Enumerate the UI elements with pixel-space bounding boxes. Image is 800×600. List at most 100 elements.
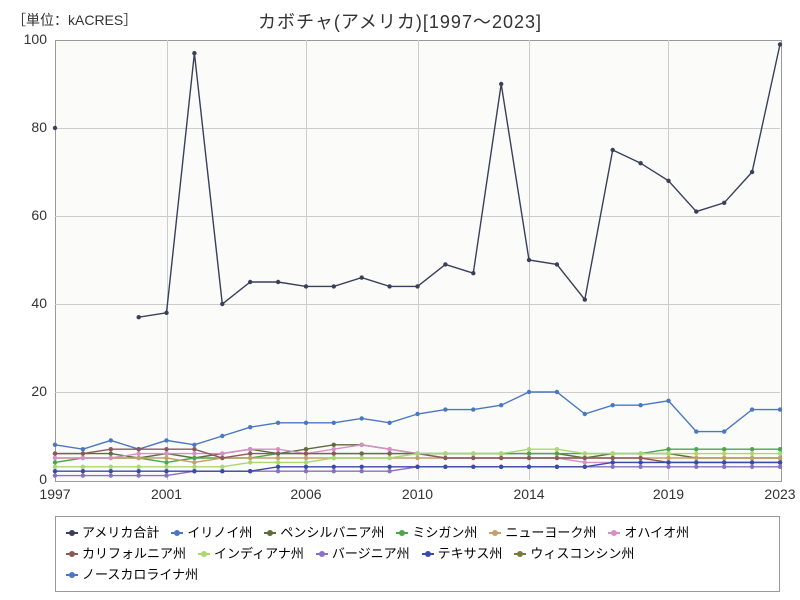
series-marker [192,451,196,455]
series-marker [611,465,615,469]
series-marker [332,456,336,460]
series-marker [611,403,615,407]
series-marker [722,456,726,460]
series-marker [750,451,754,455]
series-marker [722,429,726,433]
series-marker [81,473,85,477]
series-marker [53,456,57,460]
series-marker [499,82,503,86]
series-marker [750,465,754,469]
series-marker [360,275,364,279]
series-marker [53,460,57,464]
series-marker [527,447,531,451]
series-marker [499,465,503,469]
series-marker [248,425,252,429]
series-marker [332,465,336,469]
series-marker [164,447,168,451]
series-marker [638,161,642,165]
series-marker [248,280,252,284]
series-line [55,392,780,449]
series-marker [527,456,531,460]
series-marker [164,469,168,473]
series-marker [415,465,419,469]
series-marker [276,451,280,455]
series-marker [81,456,85,460]
series-marker [583,465,587,469]
series-marker [304,284,308,288]
series-marker [248,456,252,460]
series-marker [248,447,252,451]
series-marker [778,460,782,464]
series-marker [276,469,280,473]
series-marker [778,456,782,460]
series-marker [248,460,252,464]
series-marker [638,456,642,460]
series-marker [722,460,726,464]
series-marker [304,421,308,425]
series-marker [81,451,85,455]
series-marker [220,451,224,455]
series-marker [304,456,308,460]
series-marker [611,456,615,460]
series-marker [81,469,85,473]
series-marker [778,465,782,469]
series-marker [611,148,615,152]
series-marker [694,456,698,460]
series-marker [360,456,364,460]
series-marker [360,443,364,447]
series-marker [443,465,447,469]
series-marker [276,465,280,469]
series-marker [276,421,280,425]
series-marker [555,390,559,394]
series-marker [276,280,280,284]
series-marker [220,434,224,438]
series-marker [722,451,726,455]
series-marker [387,447,391,451]
series-marker [499,403,503,407]
series-marker [332,421,336,425]
series-marker [164,456,168,460]
series-marker [109,456,113,460]
series-marker [164,451,168,455]
series-marker [53,469,57,473]
series-marker [666,447,670,451]
series-marker [137,469,141,473]
series-marker [694,209,698,213]
series-marker [192,460,196,464]
series-marker [666,465,670,469]
series-marker [109,469,113,473]
series-marker [694,447,698,451]
series-marker [164,473,168,477]
series-marker [192,465,196,469]
series-marker [415,284,419,288]
series-marker [694,451,698,455]
series-marker [778,451,782,455]
series-marker [109,447,113,451]
series-marker [666,179,670,183]
series-marker [304,465,308,469]
series-marker [164,465,168,469]
series-marker [722,465,726,469]
series-marker [666,451,670,455]
series-marker [360,465,364,469]
series-marker [750,407,754,411]
series-marker [109,438,113,442]
series-marker [583,451,587,455]
series-marker [248,469,252,473]
series-marker [332,284,336,288]
series-marker [332,469,336,473]
series-marker [53,443,57,447]
series-marker [527,258,531,262]
series-marker [583,297,587,301]
series-marker [81,465,85,469]
series-marker [611,460,615,464]
series-marker [276,456,280,460]
series-marker [471,407,475,411]
series-marker [443,407,447,411]
series-marker [555,451,559,455]
series-marker [555,465,559,469]
series-marker [750,456,754,460]
series-marker [527,465,531,469]
series-marker [304,447,308,451]
series-marker [81,447,85,451]
